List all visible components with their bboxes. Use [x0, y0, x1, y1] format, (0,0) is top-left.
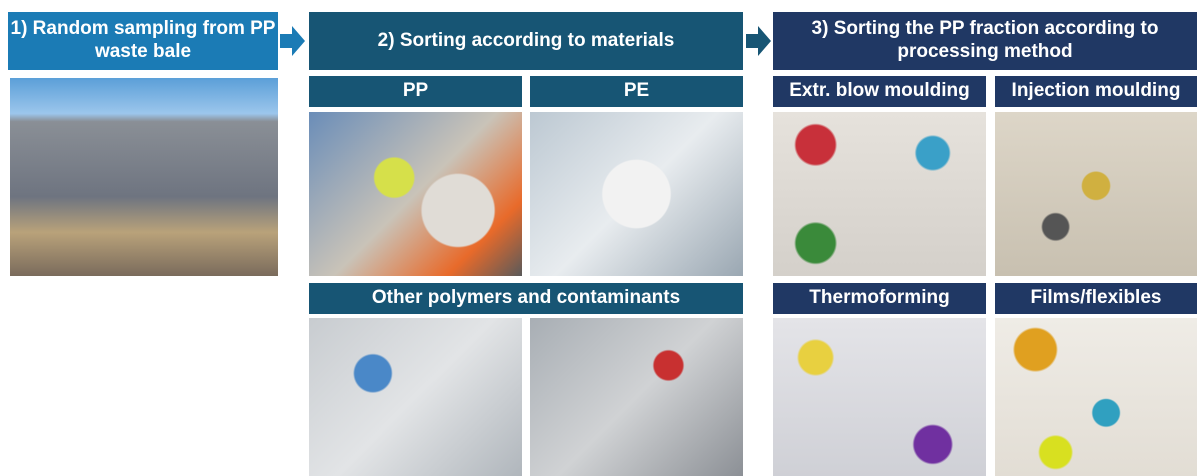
photo-pp [309, 112, 522, 276]
photo-contaminants [530, 318, 743, 476]
panel-title: Other polymers and contaminants [309, 283, 743, 314]
page: 1) Random sampling from PP waste bale 2)… [0, 0, 1197, 476]
photo-waste-bale [10, 78, 278, 276]
arrow [280, 26, 306, 56]
photo-thermoforming [773, 318, 986, 476]
panel-title: Thermoforming [773, 283, 986, 314]
panel-title: Injection moulding [995, 76, 1197, 107]
photo-pe [530, 112, 743, 276]
photo-blow-moulding [773, 112, 986, 276]
step-1-title: 1) Random sampling from PP waste bale [8, 12, 278, 70]
photo-other [309, 318, 522, 476]
arrow [746, 26, 772, 56]
photo-injection-moulding [995, 112, 1197, 276]
step-3-title: 3) Sorting the PP fraction according to … [773, 12, 1197, 70]
photo-films [995, 318, 1197, 476]
panel-title: PE [530, 76, 743, 107]
step-2-title: 2) Sorting according to materials [309, 12, 743, 70]
panel-title: PP [309, 76, 522, 107]
panel-title: Extr. blow moulding [773, 76, 986, 107]
panel-title: Films/flexibles [995, 283, 1197, 314]
